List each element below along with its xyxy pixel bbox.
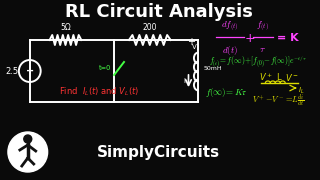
Text: $f(\infty)\!=Kτ$: $f(\infty)\!=Kτ$ (205, 86, 248, 98)
Text: V: V (192, 44, 197, 50)
Text: +: + (188, 37, 196, 47)
Text: $d(t)$: $d(t)$ (222, 44, 238, 57)
Text: 2.5: 2.5 (6, 66, 19, 75)
Text: 5Ω: 5Ω (60, 23, 71, 32)
Text: L: L (276, 73, 281, 82)
Text: $df_{(t)}$: $df_{(t)}$ (221, 20, 239, 34)
Text: $V^+$: $V^+$ (259, 71, 273, 83)
Text: $V^+\!-\!V^-\!=\!L\frac{di}{dt}$: $V^+\!-\!V^-\!=\!L\frac{di}{dt}$ (252, 93, 305, 109)
Text: SimplyCircuits: SimplyCircuits (97, 145, 220, 161)
Text: 50mH: 50mH (204, 66, 222, 71)
Text: RL Circuit Analysis: RL Circuit Analysis (65, 3, 253, 21)
Text: $f_{(t)}\!=f(\infty)\!+\![f_{(0)}\!-\!f(\infty)]e^{-t/\tau}$: $f_{(t)}\!=f(\infty)\!+\![f_{(0)}\!-\!f(… (209, 54, 307, 70)
Text: +: + (26, 66, 34, 76)
Text: +: + (245, 31, 255, 44)
Text: t=0: t=0 (99, 65, 111, 71)
Text: Find  $\mathit{I_L(t)}$ and $\mathit{V_L(t)}$: Find $\mathit{I_L(t)}$ and $\mathit{V_L(… (59, 86, 140, 98)
Text: I: I (183, 78, 186, 84)
Text: = K: = K (277, 33, 299, 43)
Text: $V^-$: $V^-$ (285, 71, 299, 82)
Text: $I_L$: $I_L$ (298, 86, 304, 96)
Circle shape (8, 132, 48, 172)
Text: $f_{(t)}$: $f_{(t)}$ (256, 20, 269, 34)
Circle shape (24, 135, 32, 143)
Text: $\tau$: $\tau$ (260, 44, 266, 54)
Text: 200: 200 (142, 23, 157, 32)
